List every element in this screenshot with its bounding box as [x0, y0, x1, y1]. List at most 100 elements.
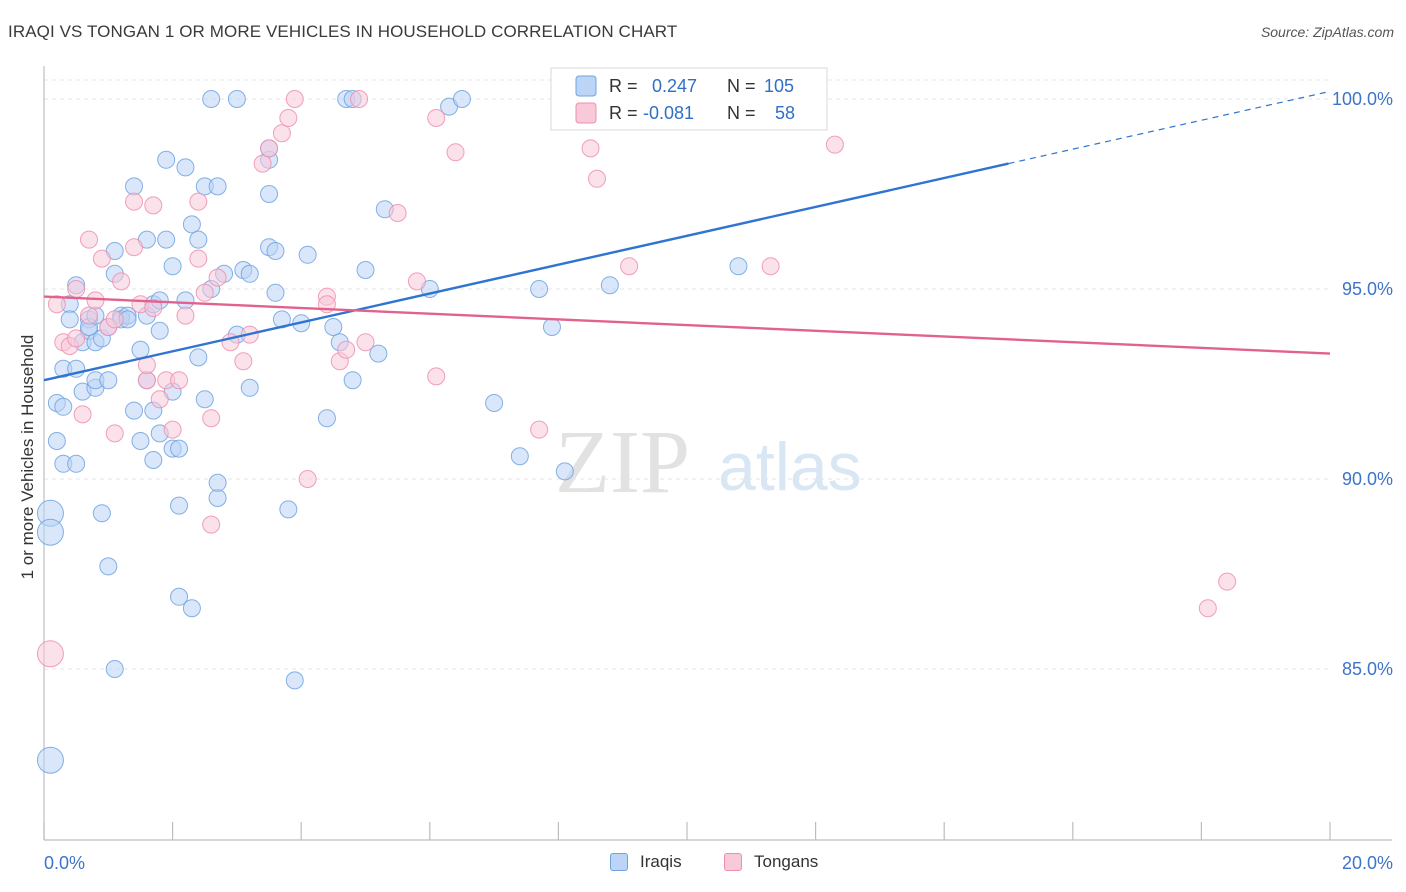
- y-tick-label-0: 100.0%: [1332, 89, 1393, 109]
- tongans-point: [253, 154, 272, 173]
- iraqis-point: [189, 230, 208, 249]
- legend-swatch-tongans: [575, 102, 597, 124]
- iraqis-point: [452, 90, 471, 108]
- tongans-point: [112, 272, 131, 291]
- iraqis-point: [131, 432, 150, 450]
- gridlines: [44, 79, 1330, 670]
- data-points: [36, 90, 1237, 774]
- legend-n-value-2: 58: [775, 103, 795, 123]
- watermark: ZIP atlas: [555, 413, 862, 512]
- iraqis-point: [260, 185, 279, 203]
- iraqis-point: [182, 215, 201, 234]
- tongans-point: [427, 367, 446, 386]
- tongans-point: [163, 420, 182, 439]
- legend-label-tongans: Tongans: [754, 852, 819, 871]
- iraqis-point: [285, 671, 304, 690]
- iraqis-point: [343, 371, 362, 390]
- tongans-point: [388, 204, 407, 222]
- tongans-point: [208, 268, 227, 287]
- x-tick-label-min: 0.0%: [44, 853, 85, 873]
- iraqis-point: [369, 344, 388, 363]
- legend-n-label-1: N =: [727, 76, 756, 96]
- iraqis-point: [60, 310, 79, 329]
- iraqis-point: [317, 409, 336, 428]
- tongans-point: [761, 257, 780, 276]
- tongans-point: [234, 352, 253, 371]
- iraqis-point: [729, 257, 748, 276]
- iraqis-point: [195, 390, 214, 409]
- tongans-point: [67, 329, 86, 348]
- iraqis-point: [189, 348, 208, 367]
- correlation-legend: R = 0.247 N = 105 R = -0.081 N = 58: [550, 67, 828, 131]
- iraqis-point: [125, 401, 144, 420]
- tongans-point: [67, 280, 86, 298]
- tongans-point: [279, 109, 298, 127]
- tongans-point: [195, 283, 214, 302]
- tongans-point: [1198, 599, 1217, 618]
- tongans-point: [170, 371, 189, 390]
- iraqis-swatch: [610, 853, 628, 871]
- y-tick-label-3: 85.0%: [1342, 659, 1393, 679]
- iraqis-point: [131, 340, 150, 359]
- legend-r-value-2: -0.081: [643, 103, 694, 123]
- tongans-point: [73, 405, 92, 424]
- tongans-point: [298, 470, 317, 488]
- legend-n-value-1: 105: [764, 76, 794, 96]
- tick-labels: 100.0% 95.0% 90.0% 85.0% 0.0% 20.0%: [44, 89, 1393, 873]
- tongans-trend-line: [43, 295, 1331, 355]
- iraqis-point: [36, 518, 64, 546]
- tongans-point: [285, 90, 304, 108]
- tongans-point: [825, 135, 844, 154]
- tongans-point: [350, 90, 369, 108]
- iraqis-point: [163, 257, 182, 276]
- tongans-point: [86, 291, 105, 310]
- iraqis-point: [144, 451, 163, 469]
- tongans-point: [202, 409, 221, 428]
- iraqis-point: [105, 660, 124, 678]
- tongans-point: [427, 109, 446, 127]
- trend-lines: [43, 90, 1331, 382]
- iraqis-point: [47, 432, 66, 450]
- iraqis-point: [150, 321, 169, 340]
- watermark-zip: ZIP: [555, 413, 690, 512]
- tongans-point: [587, 169, 606, 188]
- iraqis-point: [240, 378, 259, 397]
- tongans-point: [125, 238, 144, 257]
- iraqis-point: [92, 504, 111, 523]
- legend-swatch-iraqis: [575, 75, 597, 97]
- legend-r-label-1: R =: [609, 76, 638, 96]
- series-legend: Iraqis Tongans: [0, 852, 1406, 878]
- tongans-point: [620, 257, 639, 276]
- iraqis-point: [125, 177, 144, 196]
- axes: [43, 66, 1392, 841]
- tongans-point: [92, 249, 111, 268]
- tongans-point: [144, 299, 163, 317]
- tongans-point: [144, 196, 163, 215]
- tongans-point: [407, 272, 426, 291]
- tongans-point: [47, 295, 66, 314]
- tongans-point: [446, 143, 465, 162]
- tongans-point: [125, 192, 144, 211]
- tongans-point: [150, 390, 169, 409]
- iraqis-trend-line: [43, 162, 1009, 382]
- tongans-point: [581, 139, 600, 158]
- iraqis-point: [485, 394, 504, 412]
- watermark-atlas: atlas: [718, 429, 862, 505]
- iraqis-point: [227, 90, 246, 108]
- y-axis-label: 1 or more Vehicles in Household: [18, 335, 37, 580]
- iraqis-point: [157, 230, 176, 249]
- iraqis-point: [202, 90, 221, 108]
- iraqis-point: [530, 280, 549, 298]
- tongans-point: [189, 249, 208, 268]
- tongans-point: [337, 340, 356, 359]
- iraqis-point: [36, 746, 64, 774]
- iraqis-point: [510, 447, 529, 466]
- iraqis-point: [67, 454, 86, 473]
- tongans-point: [137, 371, 156, 390]
- iraqis-point: [208, 473, 227, 492]
- iraqis-point: [266, 242, 285, 260]
- tongans-swatch: [724, 853, 742, 871]
- tongans-point: [189, 192, 208, 211]
- tongans-point: [80, 306, 99, 325]
- tongans-point: [530, 420, 549, 439]
